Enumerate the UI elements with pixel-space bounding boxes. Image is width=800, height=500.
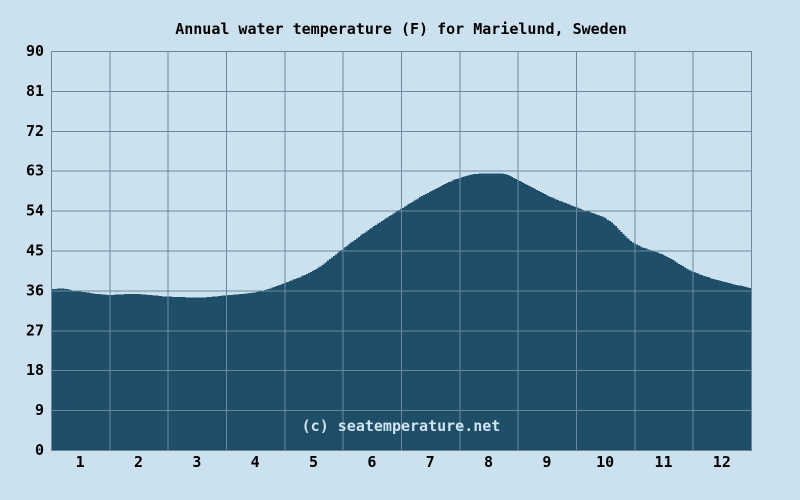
- y-axis-tick-label: 9: [35, 401, 44, 419]
- x-axis-tick-label: 6: [367, 453, 376, 471]
- chart-title: Annual water temperature (F) for Marielu…: [175, 20, 627, 38]
- y-axis-tick-label: 54: [26, 202, 44, 220]
- x-axis-tick-label: 12: [713, 453, 731, 471]
- grid-layer: [51, 51, 752, 451]
- y-axis-tick-label: 81: [26, 82, 44, 100]
- x-axis-tick-label: 1: [76, 453, 85, 471]
- y-axis-tick-label: 63: [26, 162, 44, 180]
- y-axis-tick-label: 90: [26, 42, 44, 60]
- x-axis-tick-label: 4: [251, 453, 260, 471]
- y-axis-tick-label: 45: [26, 242, 44, 260]
- x-axis-tick-label: 11: [654, 453, 672, 471]
- x-axis-tick-label: 5: [309, 453, 318, 471]
- x-axis-tick-label: 2: [134, 453, 143, 471]
- x-axis-tick-label: 10: [596, 453, 614, 471]
- y-axis-tick-label: 18: [26, 361, 44, 379]
- y-axis-tick-label: 0: [35, 441, 44, 459]
- x-axis-tick-label: 7: [426, 453, 435, 471]
- y-axis-tick-label: 36: [26, 281, 44, 299]
- y-axis-tick-label: 27: [26, 321, 44, 339]
- y-axis-tick-label: 72: [26, 122, 44, 140]
- x-axis-tick-label: 8: [484, 453, 493, 471]
- watermark-text: (c) seatemperature.net: [302, 417, 501, 435]
- x-axis-tick-label: 3: [192, 453, 201, 471]
- x-axis-tick-label: 9: [542, 453, 551, 471]
